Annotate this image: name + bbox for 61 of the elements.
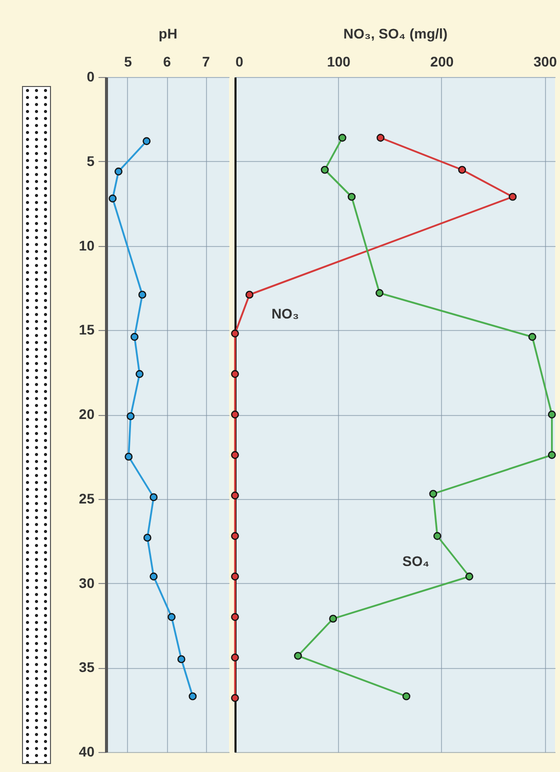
point bbox=[138, 290, 146, 299]
point bbox=[528, 332, 536, 341]
y-tick-label: 40 bbox=[78, 744, 95, 760]
point bbox=[231, 694, 239, 702]
y-tick-label: 25 bbox=[78, 490, 95, 506]
point bbox=[108, 194, 117, 202]
series-label: SO₄ bbox=[402, 553, 430, 569]
y-tick-label: 20 bbox=[78, 406, 95, 422]
x-tick-label: 7 bbox=[202, 54, 210, 70]
point bbox=[348, 192, 356, 201]
x-tick-label: 0 bbox=[236, 54, 244, 70]
point bbox=[294, 652, 302, 660]
y-tick-label: 0 bbox=[86, 68, 95, 84]
point bbox=[465, 572, 474, 580]
x-tick-label: 100 bbox=[327, 54, 351, 70]
y-tick-label: 30 bbox=[78, 574, 95, 591]
point bbox=[126, 412, 135, 420]
point bbox=[433, 532, 442, 540]
point bbox=[338, 134, 346, 142]
point bbox=[231, 410, 239, 418]
x-tick-label: 300 bbox=[534, 54, 558, 70]
y-tick-label: 5 bbox=[86, 152, 95, 169]
point bbox=[188, 692, 197, 700]
point bbox=[320, 166, 329, 174]
point bbox=[143, 534, 152, 542]
point bbox=[150, 572, 158, 580]
y-tick-label: 35 bbox=[78, 659, 95, 676]
point bbox=[231, 572, 239, 580]
point bbox=[329, 614, 338, 623]
point bbox=[231, 613, 239, 621]
point bbox=[136, 370, 144, 378]
x-tick-label: 5 bbox=[124, 54, 132, 70]
point bbox=[376, 134, 384, 142]
point bbox=[376, 289, 384, 297]
point bbox=[231, 492, 239, 500]
point bbox=[130, 332, 138, 341]
point bbox=[168, 613, 176, 621]
point bbox=[231, 451, 239, 459]
point bbox=[246, 290, 254, 299]
point bbox=[548, 451, 556, 459]
x-axis-title: pH bbox=[158, 26, 178, 42]
point bbox=[548, 410, 556, 418]
point bbox=[429, 490, 438, 498]
point bbox=[458, 166, 466, 174]
x-tick-label: 200 bbox=[430, 54, 454, 70]
point bbox=[142, 137, 151, 146]
point bbox=[402, 692, 410, 700]
point bbox=[150, 493, 158, 502]
x-axis-title: NO₃, SO₄ (mg/l) bbox=[343, 26, 448, 42]
point bbox=[231, 654, 239, 662]
y-tick-label: 10 bbox=[78, 237, 95, 254]
point bbox=[124, 452, 133, 461]
point bbox=[231, 370, 239, 378]
point bbox=[231, 330, 239, 338]
point bbox=[231, 532, 239, 540]
point bbox=[177, 655, 186, 664]
series-label: NO₃ bbox=[271, 306, 299, 322]
y-tick-label: 15 bbox=[78, 322, 95, 338]
point bbox=[508, 192, 517, 201]
x-tick-label: 6 bbox=[163, 54, 172, 70]
point bbox=[114, 168, 122, 176]
